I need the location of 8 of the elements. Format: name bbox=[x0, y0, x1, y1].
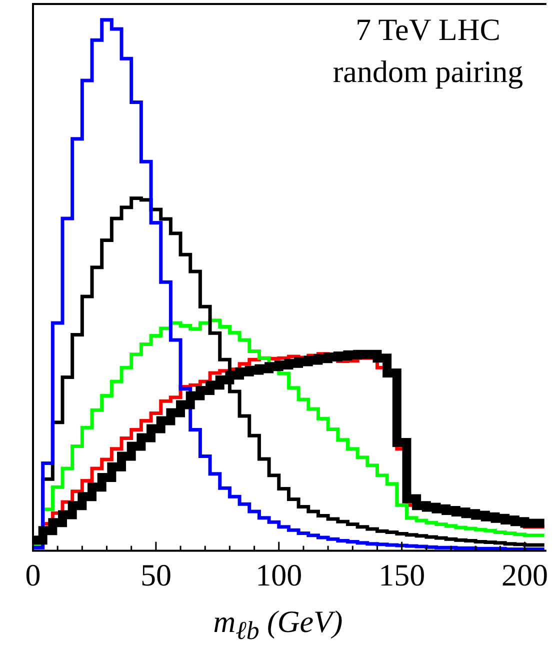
annotation: random pairing bbox=[332, 54, 524, 90]
x-tick-label: 200 bbox=[502, 558, 548, 593]
x-tick-label: 0 bbox=[25, 558, 41, 593]
x-axis-title: m$_{ℓb}$ (GeV) bbox=[213, 604, 343, 646]
x-tick-label: 50 bbox=[140, 558, 172, 593]
x-tick-label: 100 bbox=[256, 558, 302, 593]
annotation: 7 TeV LHC bbox=[354, 12, 502, 48]
x-tick-label: 150 bbox=[378, 558, 426, 593]
